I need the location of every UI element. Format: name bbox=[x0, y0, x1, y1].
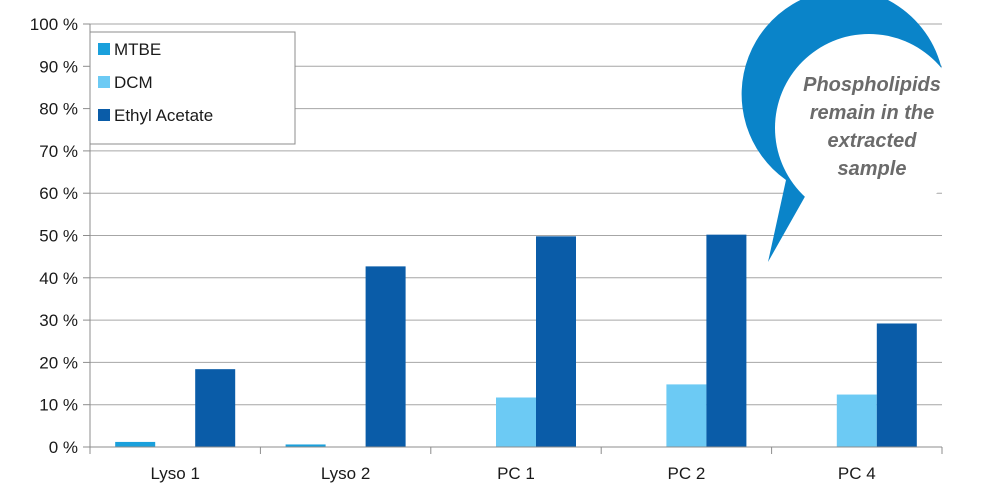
legend-label: MTBE bbox=[114, 40, 161, 59]
bar-mtbe-lyso-1 bbox=[115, 441, 156, 447]
bar-ethyl-acetate-pc-2 bbox=[706, 234, 747, 447]
legend: MTBE DCM Ethyl Acetate bbox=[89, 31, 296, 145]
x-axis-tick-labels: Lyso 1 Lyso 2 PC 1 PC 2 PC 4 bbox=[150, 464, 875, 483]
legend-swatch bbox=[98, 76, 110, 88]
y-tick-label: 30 % bbox=[39, 311, 78, 330]
bar-dcm-pc-2 bbox=[666, 384, 707, 447]
y-tick-label: 50 % bbox=[39, 227, 78, 246]
y-tick-label: 0 % bbox=[49, 438, 78, 457]
bars bbox=[115, 234, 917, 447]
bar-dcm-pc-1 bbox=[496, 397, 536, 447]
x-tick-label: Lyso 2 bbox=[321, 464, 370, 483]
bar-dcm-pc-4 bbox=[836, 394, 877, 447]
legend-box bbox=[89, 31, 296, 145]
y-tick-label: 100 % bbox=[30, 15, 78, 34]
callout-text-line: extracted bbox=[828, 130, 918, 152]
y-tick-label: 40 % bbox=[39, 269, 78, 288]
y-axis-tick-labels: 0 % 10 % 20 % 30 % 40 % 50 % 60 % 70 % 80 % 90 % 1… bbox=[30, 15, 78, 457]
legend-label: DCM bbox=[114, 73, 153, 92]
x-tick-label: PC 1 bbox=[497, 464, 535, 483]
callout-text-line: remain in the bbox=[810, 102, 934, 124]
bar-ethyl-acetate-lyso-2 bbox=[365, 266, 406, 447]
callout-bubble: Phospholipids remain in the extracted sampl… bbox=[741, 0, 963, 262]
y-tick-label: 80 % bbox=[39, 100, 78, 119]
legend-swatch bbox=[98, 43, 110, 55]
y-tick-label: 60 % bbox=[39, 184, 78, 203]
y-tick-label: 20 % bbox=[39, 353, 78, 372]
x-tick-label: PC 2 bbox=[668, 464, 706, 483]
callout-text-line: sample bbox=[838, 158, 907, 180]
bar-ethyl-acetate-pc-1 bbox=[536, 236, 576, 447]
callout-inner-circle bbox=[775, 34, 963, 222]
y-tick-label: 90 % bbox=[39, 57, 78, 76]
y-tick-label: 10 % bbox=[39, 396, 78, 415]
x-tick-label: PC 4 bbox=[838, 464, 876, 483]
bar-mtbe-lyso-2 bbox=[285, 444, 326, 447]
x-tick-label: Lyso 1 bbox=[150, 464, 199, 483]
bar-ethyl-acetate-lyso-1 bbox=[195, 369, 236, 447]
legend-swatch bbox=[98, 109, 110, 121]
bar-ethyl-acetate-pc-4 bbox=[876, 323, 917, 447]
y-tick-label: 70 % bbox=[39, 142, 78, 161]
legend-label: Ethyl Acetate bbox=[114, 106, 213, 125]
callout-text-line: Phospholipids bbox=[803, 74, 941, 96]
